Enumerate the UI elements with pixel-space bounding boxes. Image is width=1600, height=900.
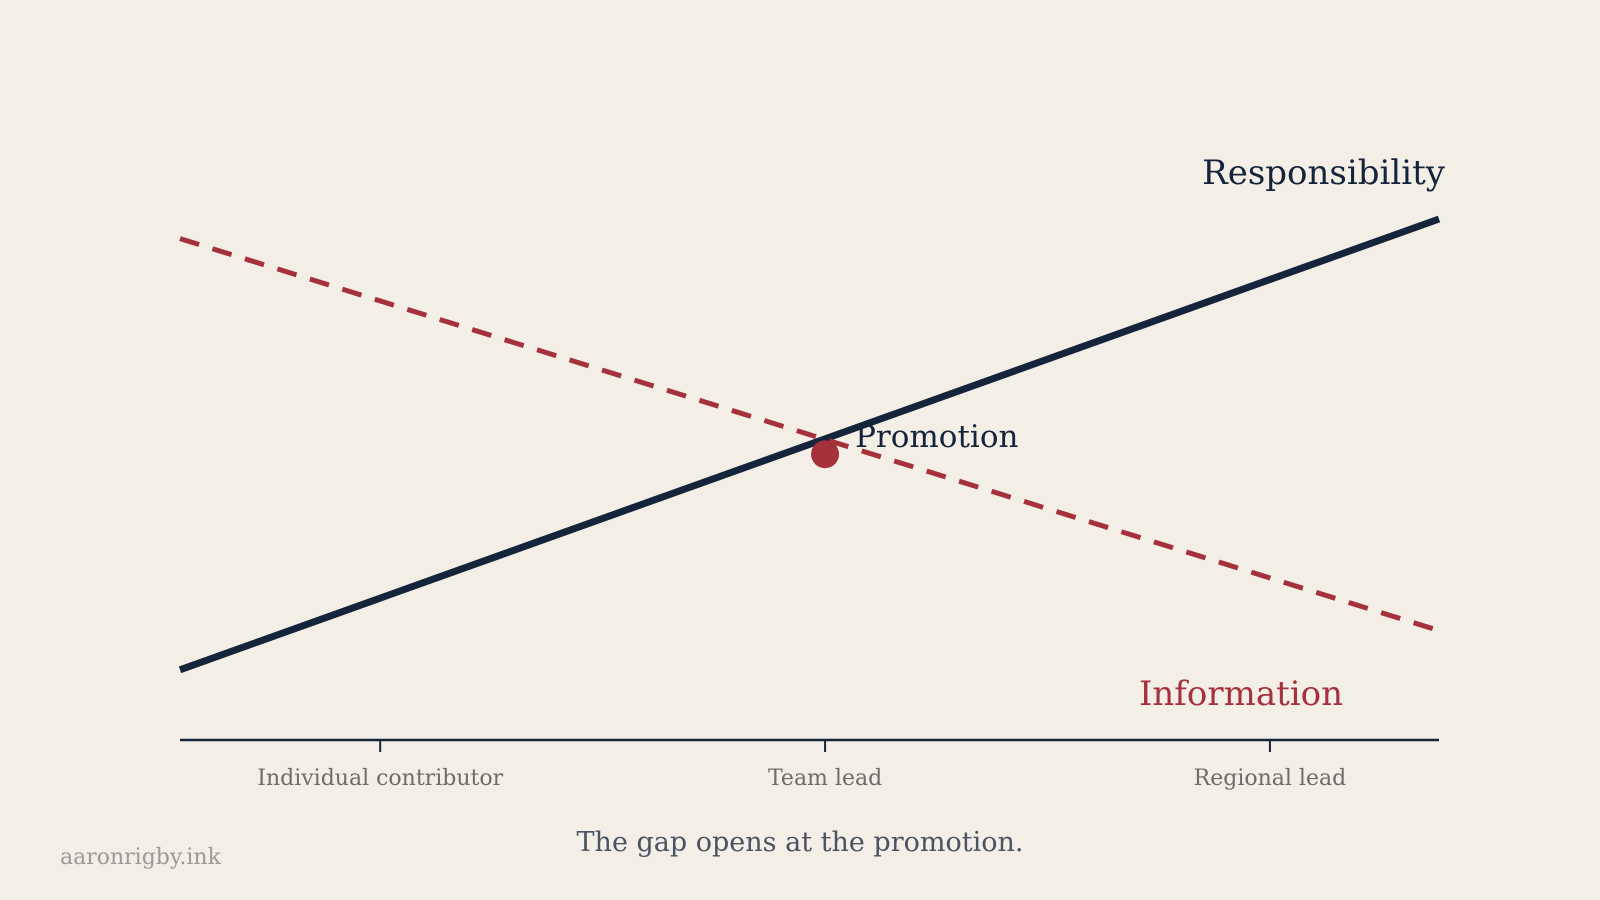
series-line-information: [179, 236, 1440, 633]
credit-text: aaronrigby.ink: [60, 845, 221, 870]
promotion-marker: [811, 440, 840, 469]
series-line-responsibility: [178, 215, 1441, 674]
x-tick-label-team-lead: Team lead: [768, 766, 882, 791]
promotion-label: Promotion: [855, 419, 1018, 455]
promotion-annotation: Promotion: [811, 419, 1019, 469]
chart-caption: The gap opens at the promotion.: [576, 827, 1024, 858]
series-label-responsibility: Responsibility: [1202, 153, 1446, 193]
x-axis: Individual contributor Team lead Regional …: [180, 738, 1439, 791]
x-tick-label-individual-contributor: Individual contributor: [257, 766, 503, 791]
x-tick-label-regional-lead: Regional lead: [1194, 766, 1347, 791]
series-lines: [178, 215, 1441, 674]
series-label-information: Information: [1139, 674, 1343, 714]
series-labels: Responsibility Information: [1139, 153, 1446, 714]
